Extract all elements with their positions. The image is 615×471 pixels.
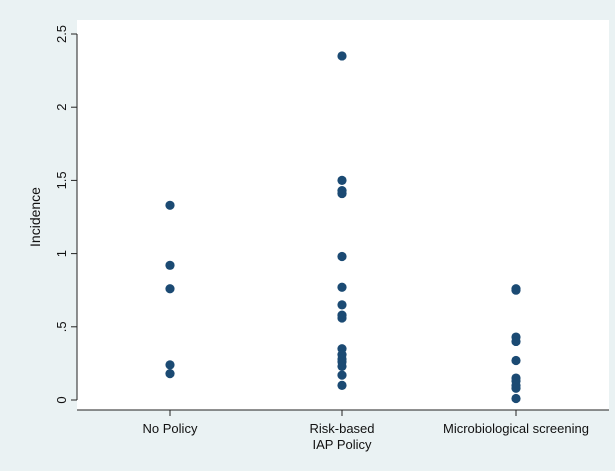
x-tick-label: Risk-based bbox=[309, 421, 374, 436]
y-axis-title: Incidence bbox=[27, 187, 43, 247]
x-tick-label: IAP Policy bbox=[312, 437, 372, 452]
data-point bbox=[337, 370, 347, 380]
data-point bbox=[337, 380, 347, 390]
x-tick-label: No Policy bbox=[143, 421, 198, 436]
data-point bbox=[165, 369, 175, 379]
marks-layer bbox=[165, 51, 521, 404]
data-point bbox=[165, 360, 175, 370]
data-point bbox=[511, 393, 521, 404]
data-point bbox=[337, 251, 347, 262]
data-point bbox=[337, 313, 347, 323]
data-point bbox=[511, 336, 521, 347]
data-point bbox=[337, 188, 347, 199]
y-tick-label: 1 bbox=[54, 250, 69, 257]
data-point bbox=[511, 383, 521, 393]
y-tick-label: 1.5 bbox=[54, 171, 69, 189]
y-tick-label: .5 bbox=[54, 321, 69, 332]
data-point bbox=[337, 282, 347, 292]
data-point bbox=[165, 284, 175, 294]
data-point bbox=[337, 175, 347, 185]
y-tick-label: 0 bbox=[54, 396, 69, 403]
data-point bbox=[337, 361, 347, 371]
y-tick-label: 2.5 bbox=[54, 25, 69, 43]
x-tick-label: Microbiological screening bbox=[443, 421, 589, 436]
y-axis-ticks: 0 .5 1 1.5 2 2.5 bbox=[54, 25, 77, 404]
data-point bbox=[165, 200, 175, 210]
data-point bbox=[511, 285, 521, 295]
data-point bbox=[511, 355, 521, 366]
data-point bbox=[165, 260, 175, 270]
data-point bbox=[337, 51, 347, 61]
y-tick-label: 2 bbox=[54, 104, 69, 111]
data-point bbox=[337, 300, 347, 310]
